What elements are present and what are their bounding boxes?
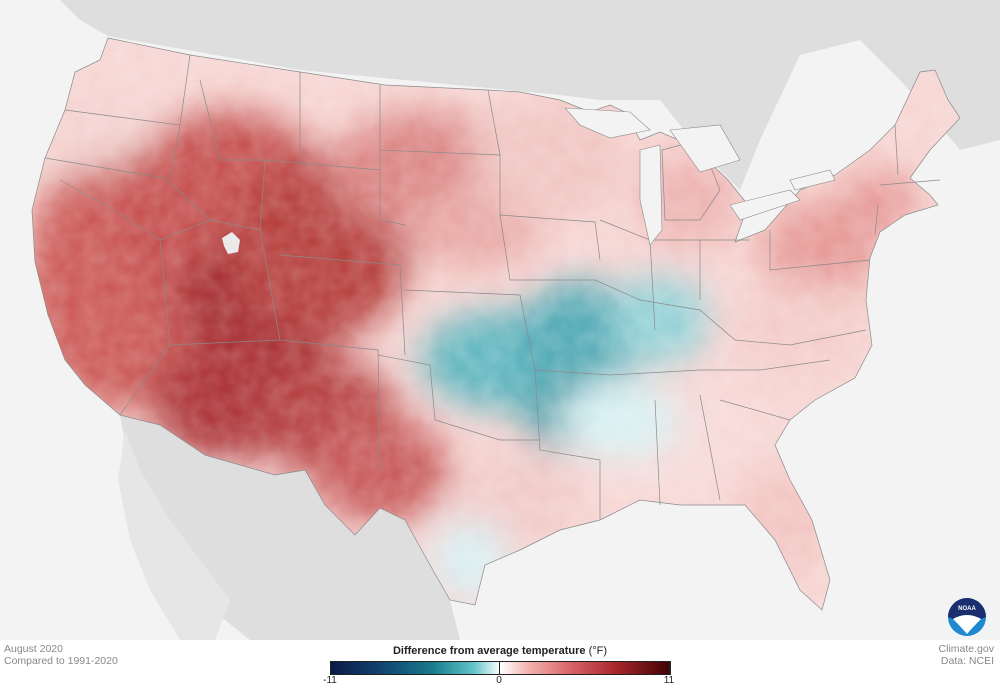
noaa-logo-top <box>948 598 986 619</box>
legend-tick-mark-mid <box>499 661 500 675</box>
footer: August 2020 Compared to 1991-2020 Differ… <box>0 640 1000 690</box>
legend-tick-min: -11 <box>323 675 337 686</box>
legend-title-text: Difference from average temperature <box>392 645 586 657</box>
map-date: August 2020 <box>4 643 63 655</box>
map-svg: NOAA <box>31 0 1000 640</box>
noaa-logo: NOAA <box>948 598 986 636</box>
legend-tick-max: 11 <box>663 675 675 686</box>
legend-color-bar <box>330 661 671 675</box>
legend-tick-mark-min <box>330 661 331 675</box>
noaa-logo-text: NOAA <box>958 606 976 612</box>
map-meta: August 2020 Compared to 1991-2020 <box>4 643 118 667</box>
temperature-anomaly-map: NOAA <box>31 0 1000 640</box>
legend-tick-mid: 0 <box>496 675 502 686</box>
state-borders <box>31 37 961 611</box>
great-lakes <box>564 107 836 246</box>
credit-site: Climate.gov <box>938 643 994 655</box>
legend-unit: (°F) <box>588 645 608 657</box>
noaa-logo-gull <box>953 615 981 634</box>
map-baseline: Compared to 1991-2020 <box>4 655 118 667</box>
legend-title: Difference from average temperature (°F) <box>330 645 670 657</box>
surrounding-land <box>60 0 1000 640</box>
credits: Climate.gov Data: NCEI <box>939 643 994 667</box>
credit-data: Data: NCEI <box>940 655 994 667</box>
legend-tick-mark-max <box>669 661 670 675</box>
